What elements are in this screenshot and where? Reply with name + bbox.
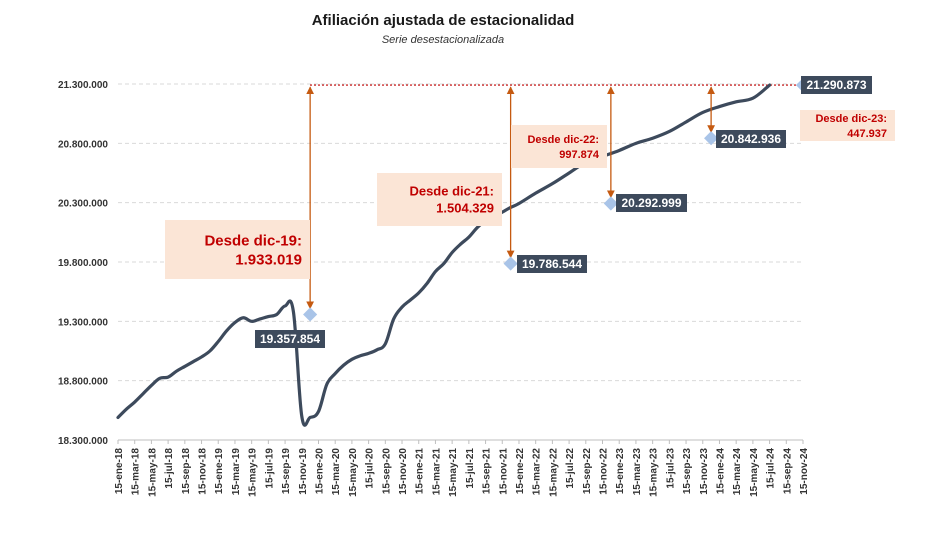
y-tick-label: 20.800.000	[58, 139, 108, 150]
value-label-box	[255, 330, 325, 348]
annotation-title: Desde dic-19:	[204, 232, 302, 249]
x-tick-label: 15-nov-22	[599, 448, 610, 495]
value-label: 19.786.544	[522, 257, 582, 271]
x-tick-label: 15-sep-22	[582, 448, 593, 495]
y-tick-label: 18.800.000	[58, 377, 108, 388]
annotation-value: 1.504.329	[436, 201, 494, 216]
value-label: 20.842.936	[721, 132, 781, 146]
x-tick-label: 15-jul-23	[665, 448, 676, 489]
y-tick-label: 19.300.000	[58, 317, 108, 328]
x-tick-label: 15-mar-23	[632, 448, 643, 496]
annotation-box	[800, 110, 895, 141]
x-tick-label: 15-ene-23	[615, 448, 626, 495]
x-tick-label: 15-ene-19	[214, 448, 225, 495]
x-tick-label: 15-may-24	[749, 448, 760, 497]
value-label-box	[716, 130, 786, 148]
x-tick-label: 15-may-21	[448, 448, 459, 497]
x-tick-label: 15-ene-24	[715, 448, 726, 495]
y-axis: 18.300.000 18.800.000 19.300.000 19.800.000…	[58, 80, 108, 447]
x-tick-label: 15-nov-21	[498, 448, 509, 495]
markers: 19.357.854 19.786.544 20.292.999 20.842.936…	[255, 76, 872, 348]
highlight-marker	[503, 256, 518, 271]
highlight-marker	[704, 131, 719, 146]
value-label: 20.292.999	[621, 196, 681, 210]
x-tick-label: 15-sep-20	[381, 448, 392, 495]
value-label: 19.357.854	[260, 332, 320, 346]
annotation-value: 1.933.019	[235, 251, 302, 268]
y-tick-label: 20.300.000	[58, 199, 108, 210]
chart-subtitle: Serie desestacionalizada	[382, 34, 504, 46]
x-tick-label: 15-may-22	[548, 448, 559, 497]
x-tick-label: 15-sep-24	[782, 448, 793, 495]
value-label: 21.290.873	[806, 78, 866, 92]
x-tick-label: 15-jul-19	[264, 448, 275, 489]
x-tick-label: 15-nov-19	[298, 448, 309, 495]
x-tick-label: 15-nov-23	[699, 448, 710, 495]
annotation-box	[511, 125, 607, 168]
x-tick-label: 15-ene-22	[515, 448, 526, 495]
x-axis: 15-ene-18 15-mar-18 15-may-18 15-jul-18 15-s…	[114, 439, 810, 497]
x-tick-label: 15-nov-18	[198, 448, 209, 495]
x-tick-label: 15-sep-23	[682, 448, 693, 495]
y-tick-label: 18.300.000	[58, 436, 108, 447]
x-tick-label: 15-sep-19	[281, 448, 292, 495]
y-tick-label: 21.300.000	[58, 80, 108, 91]
chart-title: Afiliación ajustada de estacionalidad	[312, 12, 575, 29]
x-tick-label: 15-sep-18	[181, 448, 192, 495]
x-tick-label: 15-jul-21	[465, 448, 476, 489]
highlight-marker	[303, 307, 318, 322]
x-tick-label: 15-may-19	[248, 448, 259, 497]
annotation-value: 447.937	[847, 128, 887, 140]
x-tick-label: 15-ene-20	[314, 448, 325, 495]
x-tick-label: 15-nov-20	[398, 448, 409, 495]
x-tick-label: 15-may-23	[649, 448, 660, 497]
annotation-box	[165, 220, 310, 279]
x-tick-label: 15-ene-21	[415, 448, 426, 495]
value-label-box	[801, 76, 872, 94]
annotation-title: Desde dic-23:	[815, 113, 887, 125]
y-tick-label: 19.800.000	[58, 258, 108, 269]
annotation-title: Desde dic-22:	[527, 134, 599, 146]
x-tick-label: 15-jul-22	[565, 448, 576, 489]
highlight-marker	[603, 196, 618, 211]
x-tick-label: 15-may-20	[348, 448, 359, 497]
x-tick-label: 15-ene-18	[114, 448, 125, 495]
x-tick-label: 15-may-18	[147, 448, 158, 497]
x-tick-label: 15-jul-18	[164, 448, 175, 489]
annotation-box	[377, 173, 502, 226]
value-label-box	[616, 194, 687, 212]
x-tick-label: 15-sep-21	[482, 448, 493, 495]
x-tick-label: 15-mar-21	[431, 448, 442, 496]
x-tick-label: 15-mar-19	[231, 448, 242, 496]
x-tick-label: 15-jul-20	[365, 448, 376, 489]
x-tick-label: 15-jul-24	[766, 448, 777, 489]
x-tick-label: 15-mar-22	[532, 448, 543, 496]
arrows	[306, 86, 716, 310]
annotation-value: 997.874	[559, 149, 600, 161]
annotations: Desde dic-19: 1.933.019 Desde dic-21: 1.504…	[165, 110, 895, 279]
x-tick-label: 15-mar-24	[732, 448, 743, 496]
annotation-title: Desde dic-21:	[409, 184, 494, 199]
value-label-box	[517, 255, 587, 273]
x-tick-label: 15-mar-18	[131, 448, 142, 496]
x-tick-label: 15-nov-24	[799, 448, 810, 495]
x-tick-label: 15-mar-20	[331, 448, 342, 496]
